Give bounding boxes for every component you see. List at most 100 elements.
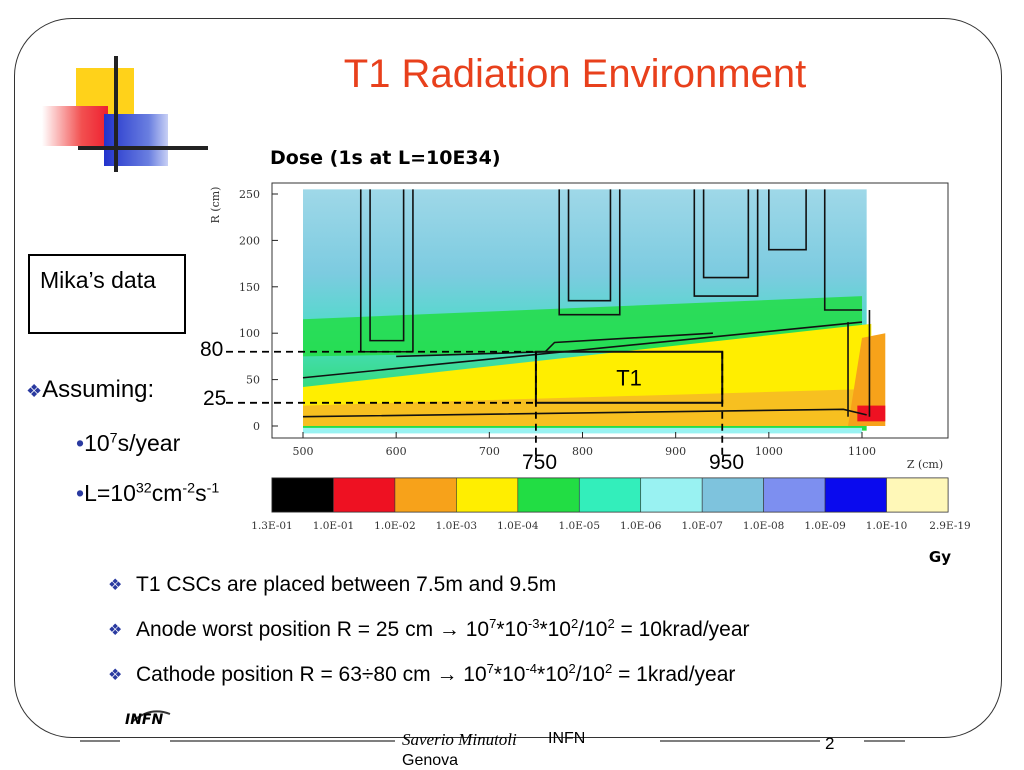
point-exp: -4 — [525, 660, 538, 676]
colorbar-swatch — [701, 477, 764, 513]
lumi-cm: cm — [151, 480, 183, 506]
y-tick-label: 250 — [239, 188, 260, 201]
list-item: ❖ Anode worst position R = 25 cm → 107*1… — [108, 607, 988, 652]
page-number: 2 — [825, 734, 835, 753]
point-text: T1 CSCs are placed between 7.5m and 9.5m — [136, 572, 557, 596]
y-axis-label: R (cm) — [209, 187, 222, 224]
point-part: *10 — [496, 617, 528, 641]
y-tick-label: 0 — [253, 420, 260, 433]
r25-annotation: 25 — [203, 387, 227, 410]
point-part: *10 — [493, 662, 526, 686]
x-axis-label: Z (cm) — [907, 458, 943, 471]
list-item: ❖ Cathode position R = 63÷80 cm → 107*10… — [108, 652, 988, 697]
x-tick-label: 800 — [572, 445, 593, 458]
detector-outline — [823, 189, 862, 311]
year-base: 10 — [84, 430, 110, 456]
colorbar-swatch — [578, 477, 642, 513]
x-tick-label: 1100 — [848, 445, 876, 458]
point-exp: 2 — [607, 615, 615, 631]
detector-outline — [396, 332, 713, 358]
point-part: Anode worst position R = 25 cm → 10 — [136, 617, 490, 641]
colorbar-label: 1.0E-06 — [620, 520, 662, 532]
dose-beam-region — [303, 427, 862, 434]
detector-outline — [768, 189, 807, 251]
y-tick-label: 50 — [246, 374, 260, 387]
colorbar-label: 1.0E-09 — [804, 520, 845, 532]
detector-outline — [302, 321, 863, 379]
list-item: ❖ T1 CSCs are placed between 7.5m and 9.… — [108, 562, 988, 607]
colorbar-swatch — [394, 477, 457, 513]
colorbar-label: 2.9E-19 — [929, 520, 970, 532]
dose-region-edge — [848, 333, 886, 426]
z950-annotation: 950 — [709, 451, 745, 474]
x-tick-label: 1000 — [755, 445, 783, 458]
dot-bullet-icon: • — [76, 480, 85, 506]
chart-title: Dose (1s at L=10E34) — [270, 147, 501, 169]
year-unit: s/year — [117, 430, 181, 456]
point-text: Cathode position R = 63÷80 cm → 107*10-4… — [136, 660, 736, 687]
colorbar-label: 1.0E-10 — [866, 520, 907, 532]
mikas-data-box: Mika’s data — [28, 254, 186, 334]
lumi-bullet: •L=1032cm-2s-1 — [76, 480, 219, 507]
point-exp: 2 — [568, 660, 576, 676]
colorbar-swatch — [640, 477, 703, 513]
infn-logo: INFN — [125, 712, 164, 728]
footer-institute: INFN — [548, 730, 586, 747]
point-part: *10 — [539, 617, 571, 641]
point-exp: 2 — [570, 615, 579, 631]
detector-outline — [702, 189, 750, 279]
x-tick-label: 600 — [386, 445, 407, 458]
x-tick-label: 700 — [479, 445, 500, 458]
footer-city: Genova — [402, 752, 459, 769]
colorbar-swatch — [886, 477, 949, 513]
colorbar-label: 1.0E-01 — [313, 520, 354, 532]
colorbar-label: 1.0E-03 — [436, 520, 477, 532]
z750-annotation: 750 — [522, 451, 558, 474]
year-bullet: •107s/year — [76, 430, 180, 457]
point-exp: 7 — [486, 660, 494, 676]
colorbar-swatch — [763, 477, 826, 513]
x-tick-label: 900 — [665, 445, 686, 458]
assuming-label: Assuming: — [42, 376, 155, 403]
colorbar-label: 1.0E-05 — [559, 520, 600, 532]
colorbar-unit: Gy — [929, 548, 951, 566]
colorbar-swatch — [517, 477, 580, 513]
lumi-s-exp: -1 — [206, 480, 220, 497]
diamond-bullet-icon: ❖ — [26, 381, 43, 401]
point-part: = 1krad/year — [612, 662, 736, 686]
colorbar-label: 1.0E-08 — [743, 520, 784, 532]
point-exp: -3 — [527, 615, 540, 631]
year-exp: 7 — [109, 430, 118, 447]
lumi-cm-exp: -2 — [182, 480, 196, 497]
colorbar-swatch — [456, 477, 519, 513]
t1-region-label: T1 — [616, 365, 642, 390]
detector-outline — [558, 189, 621, 316]
point-exp: 2 — [605, 660, 613, 676]
colorbar-label: 1.0E-02 — [374, 520, 415, 532]
colorbar-label: 1.3E-01 — [251, 520, 292, 532]
conclusion-list: ❖ T1 CSCs are placed between 7.5m and 9.… — [108, 562, 988, 697]
colorbar-label: 1.0E-07 — [681, 520, 722, 532]
point-part: /10 — [575, 662, 605, 686]
x-tick-label: 500 — [293, 445, 314, 458]
point-part: Cathode position R = 63÷80 cm → 10 — [136, 662, 487, 686]
slide-frame — [14, 18, 1002, 738]
point-exp: 7 — [489, 615, 497, 631]
y-tick-label: 200 — [239, 234, 260, 247]
y-tick-label: 150 — [239, 281, 260, 294]
diamond-bullet-icon: ❖ — [108, 621, 123, 639]
assuming-bullet: ❖Assuming: — [26, 376, 154, 404]
colorbar-label: 1.0E-04 — [497, 520, 539, 532]
point-part: /10 — [578, 617, 608, 641]
footer-author: Saverio Minutoli — [402, 730, 517, 749]
y-tick-label: 100 — [239, 327, 260, 340]
point-text: Anode worst position R = 25 cm → 107*10-… — [136, 615, 750, 642]
detector-outline — [693, 189, 759, 297]
lumi-exp: 32 — [135, 480, 152, 497]
diamond-bullet-icon: ❖ — [108, 576, 123, 594]
slide-title: T1 Radiation Environment — [343, 52, 807, 96]
colorbar-swatch — [824, 477, 887, 513]
detector-outline — [567, 189, 612, 302]
dot-bullet-icon: • — [76, 430, 85, 456]
